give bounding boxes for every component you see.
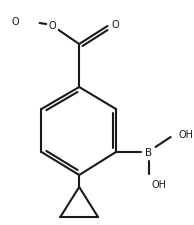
Text: B: B [145,147,152,157]
Text: O: O [11,17,19,27]
Text: OH: OH [178,129,193,139]
Text: O: O [111,20,119,30]
Text: O: O [49,21,57,31]
Text: OH: OH [152,179,167,189]
